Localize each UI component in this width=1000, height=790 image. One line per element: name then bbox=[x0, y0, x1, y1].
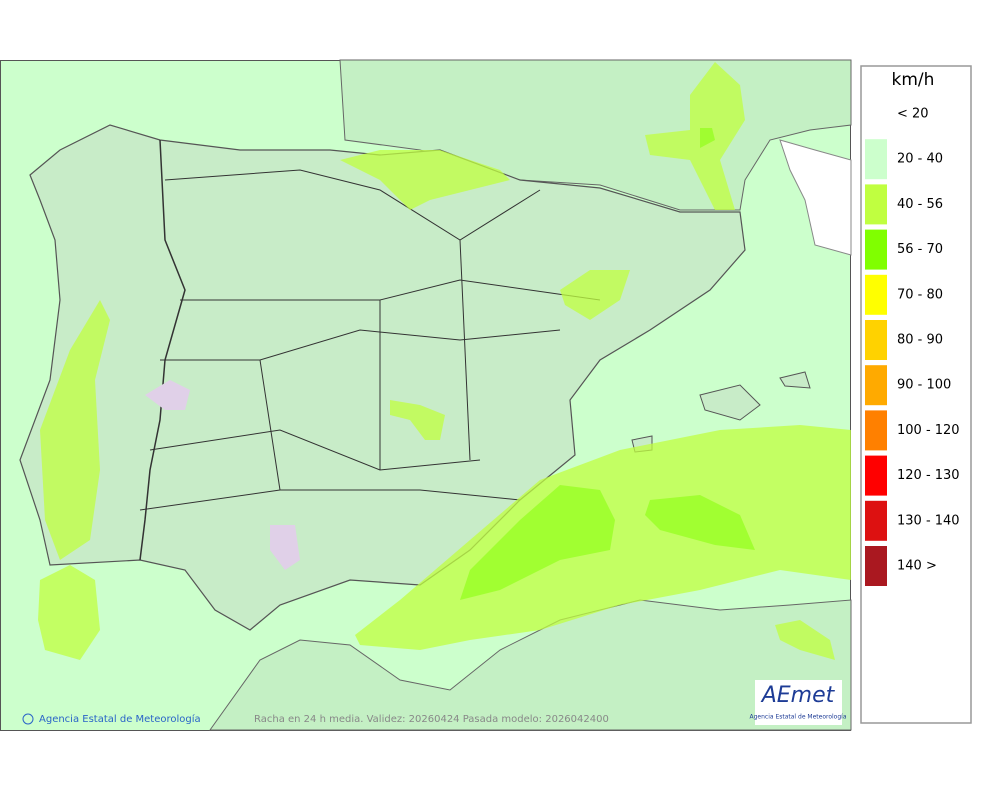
legend-swatch bbox=[865, 365, 887, 406]
legend-swatch bbox=[865, 320, 887, 360]
legend-label: 80 - 90 bbox=[897, 333, 943, 348]
legend-label: 140 > bbox=[897, 559, 937, 574]
caption: Racha en 24 h media. Validez: 20260424 P… bbox=[254, 714, 609, 725]
legend-label: 56 - 70 bbox=[897, 242, 943, 257]
logo: AEmet bbox=[760, 683, 836, 708]
no-data-area bbox=[779, 139, 852, 256]
logo-box bbox=[755, 680, 842, 725]
legend-label: 20 - 40 bbox=[897, 152, 943, 167]
logo-subtitle: Agencia Estatal de Meteorología bbox=[750, 714, 847, 721]
legend-swatch bbox=[865, 410, 887, 451]
legend-swatch bbox=[865, 455, 887, 496]
legend-swatch bbox=[865, 184, 887, 225]
legend-label: 90 - 100 bbox=[897, 378, 951, 393]
legend-label: 130 - 140 bbox=[897, 513, 960, 528]
legend-swatch bbox=[865, 546, 887, 586]
legend-label: 40 - 56 bbox=[897, 197, 943, 212]
gust-areas-strong bbox=[460, 128, 755, 600]
iberia bbox=[19, 124, 746, 631]
legend-label: 70 - 80 bbox=[897, 287, 943, 302]
legend-swatch bbox=[865, 139, 887, 180]
legend-swatch bbox=[865, 274, 887, 315]
agency-credit: Agencia Estatal de Meteorología bbox=[39, 713, 201, 725]
legend-swatch bbox=[865, 229, 887, 270]
legend-label: 120 - 130 bbox=[897, 468, 960, 483]
legend-label: < 20 bbox=[897, 107, 929, 122]
region-borders bbox=[139, 169, 601, 511]
africa bbox=[209, 599, 852, 731]
legend: < 20 20 - 40 40 - 56 56 - 70 70 - 80 80 - 90 9… bbox=[865, 107, 960, 586]
copyright-icon bbox=[22, 713, 34, 725]
legend-unit: km/h bbox=[892, 70, 935, 90]
low-gust-areas bbox=[145, 380, 300, 570]
legend-label: 100 - 120 bbox=[897, 423, 960, 438]
legend-swatch bbox=[865, 500, 887, 541]
